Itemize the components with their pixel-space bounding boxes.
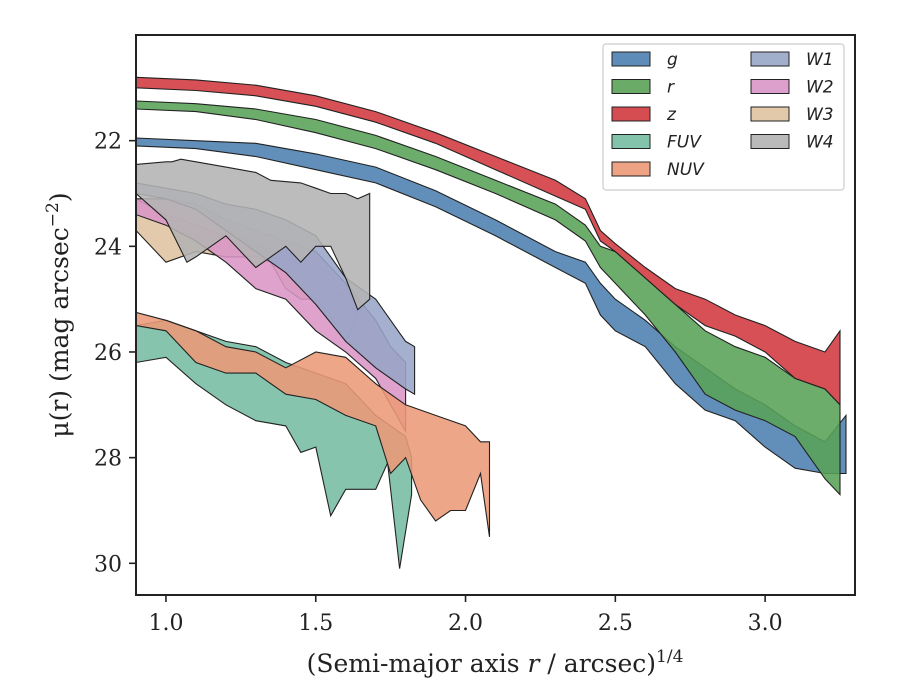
- legend-label-z: z: [666, 105, 677, 125]
- y-axis-label-close: ): [45, 192, 74, 202]
- x-tick-label: 1.5: [298, 611, 333, 636]
- legend-swatch-w2: [750, 79, 790, 94]
- x-axis-label: (Semi-major axis r / arcsec)1/4: [307, 647, 684, 678]
- chart-bands: [136, 76, 847, 569]
- x-axis-ticks: 1.0 1.5 2.0 2.5 3.0: [148, 595, 783, 636]
- legend-label-nuv: NUV: [667, 160, 705, 180]
- y-tick-label: 28: [94, 447, 122, 472]
- legend-swatch-nuv: [611, 161, 651, 177]
- x-axis-label-prefix: (Semi-major axis: [307, 649, 528, 678]
- y-axis-label-exponent: −2: [43, 202, 63, 227]
- x-tick-label: 2.5: [598, 611, 633, 636]
- legend-swatch-w4: [750, 134, 790, 149]
- band-fuv: [136, 319, 413, 569]
- legend-label-w4: W4: [806, 133, 834, 153]
- y-axis-label: μ(r) (mag arcsec−2): [43, 192, 74, 437]
- band-w4: [136, 158, 371, 311]
- x-tick-label: 2.0: [448, 611, 483, 636]
- band-r: [136, 100, 841, 496]
- legend-swatch-g: [611, 51, 651, 67]
- legend-label-w3: W3: [806, 105, 834, 125]
- band-z: [136, 76, 841, 407]
- x-axis-label-mid: / arcsec): [539, 649, 656, 678]
- x-axis-label-exponent: 1/4: [656, 647, 683, 667]
- band-nuv: [136, 311, 491, 537]
- legend-swatch-w1: [750, 51, 790, 67]
- legend: grz FUV NUV W1 W2 W3 W4: [602, 43, 845, 191]
- x-axis-label-var: r: [528, 649, 542, 678]
- x-tick-label: 1.0: [148, 611, 183, 636]
- legend-swatch-fuv: [611, 134, 651, 149]
- band-g: [136, 137, 847, 475]
- legend-swatch-r: [611, 79, 651, 94]
- y-tick-label: 30: [94, 552, 122, 577]
- legend-label-r: r: [667, 78, 675, 98]
- legend-label-w2: W2: [806, 78, 834, 98]
- legend-label-w1: W1: [806, 50, 834, 70]
- x-tick-label: 3.0: [748, 611, 783, 636]
- y-axis-ticks: 22 24 26 28 30: [94, 130, 136, 577]
- y-tick-label: 22: [94, 130, 122, 155]
- legend-swatch-z: [611, 106, 651, 122]
- y-tick-label: 26: [94, 341, 122, 366]
- legend-label-fuv: FUV: [667, 133, 702, 153]
- legend-label-g: g: [667, 50, 678, 70]
- y-tick-label: 24: [94, 235, 122, 260]
- legend-swatch-w3: [750, 106, 790, 122]
- plot-frame: [135, 34, 856, 596]
- y-axis-label-main: μ(r) (mag arcsec: [45, 227, 74, 437]
